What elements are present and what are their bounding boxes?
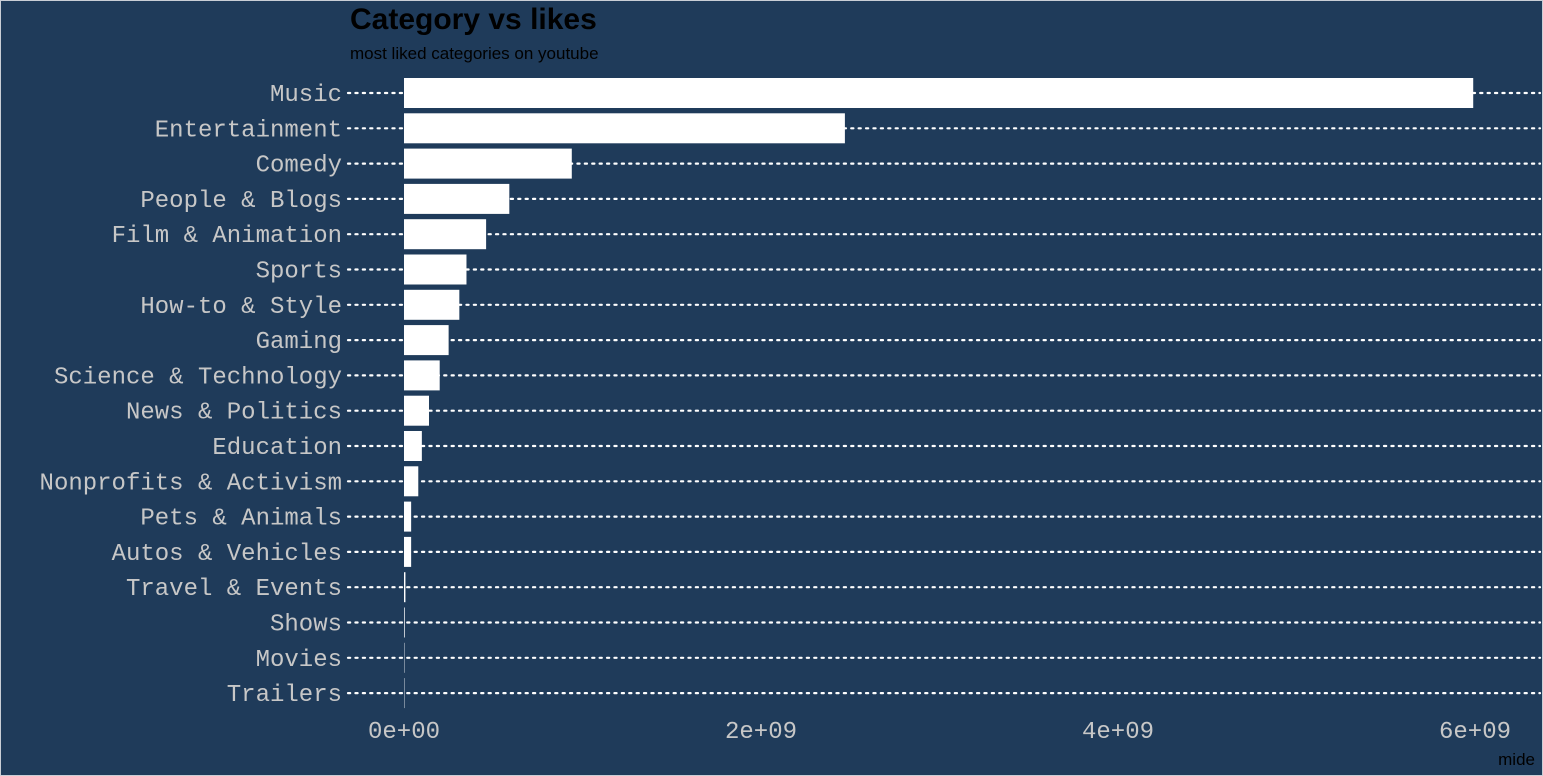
y-tick-label-movies: Movies [256, 647, 342, 674]
y-tick-label-education: Education [212, 435, 342, 462]
chart-subtitle: most liked categories on youtube [350, 44, 599, 63]
x-tick-label-1: 2e+09 [725, 719, 797, 746]
x-tick-label-2: 4e+09 [1082, 719, 1154, 746]
bar-shows [404, 607, 405, 638]
y-tick-label-gaming: Gaming [256, 329, 342, 356]
bar-nonprofits-activism [404, 466, 419, 497]
bar-science-technology [404, 360, 440, 391]
y-tick-label-comedy: Comedy [256, 153, 342, 180]
y-tick-label-nonprofits-activism: Nonprofits & Activism [40, 470, 342, 497]
bar-music [404, 78, 1474, 108]
y-tick-label-autos-vehicles: Autos & Vehicles [112, 541, 342, 568]
bar-how-to-style [404, 289, 460, 320]
bar-pets-animals [404, 501, 412, 532]
bar-gaming [404, 325, 449, 356]
y-tick-label-film-animation: Film & Animation [112, 223, 342, 250]
y-tick-labels: Music Entertainment Comedy People & Blogs Fi… [40, 82, 342, 709]
chart-caption: mide [1498, 750, 1535, 769]
bar-autos-vehicles [404, 536, 412, 567]
x-tick-label-0: 0e+00 [368, 719, 440, 746]
grid-lines [346, 91, 1542, 695]
y-tick-label-pets-animals: Pets & Animals [140, 506, 342, 533]
y-tick-label-how-to-style: How-to & Style [140, 294, 342, 321]
y-tick-label-sports: Sports [256, 259, 342, 286]
y-tick-label-science-technology: Science & Technology [54, 364, 342, 391]
bars [404, 78, 1474, 709]
y-tick-label-travel-events: Travel & Events [126, 576, 342, 603]
chart-title: Category vs likes [350, 3, 597, 36]
bar-film-animation [404, 219, 487, 250]
x-tick-labels: 0e+00 2e+09 4e+09 6e+09 [368, 719, 1511, 746]
y-tick-label-news-politics: News & Politics [126, 400, 342, 427]
y-tick-label-people-blogs: People & Blogs [140, 188, 342, 215]
bar-people-blogs [404, 183, 510, 214]
bar-comedy [404, 148, 572, 179]
y-tick-label-shows: Shows [270, 612, 342, 639]
y-tick-label-trailers: Trailers [227, 682, 342, 709]
bar-news-politics [404, 395, 429, 426]
bar-education [404, 431, 422, 461]
x-tick-label-3: 6e+09 [1439, 719, 1511, 746]
bar-travel-events [404, 572, 406, 603]
y-tick-label-entertainment: Entertainment [155, 117, 342, 144]
bar-entertainment [404, 113, 845, 144]
y-tick-label-music: Music [270, 82, 342, 109]
bar-sports [404, 254, 467, 285]
